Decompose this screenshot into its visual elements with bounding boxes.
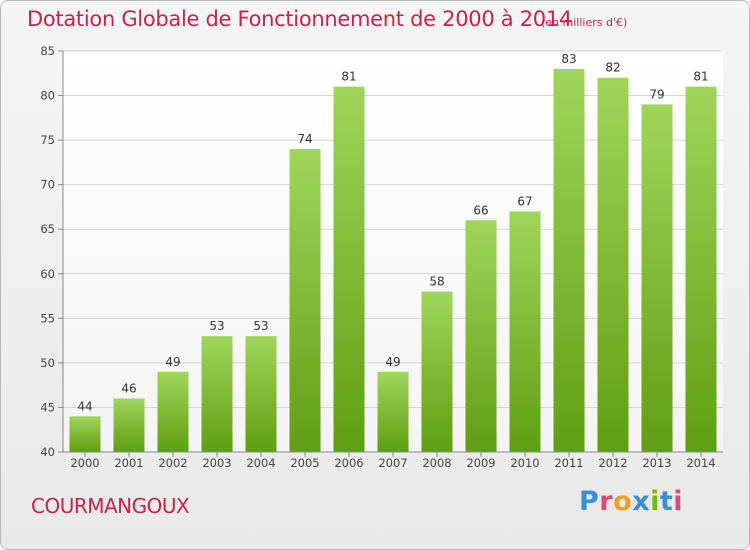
- bar-2003: [201, 336, 233, 452]
- x-tick-label: 2010: [510, 456, 539, 470]
- x-tick-label: 2006: [334, 456, 363, 470]
- data-label-2009: 66: [473, 203, 488, 217]
- x-tick-label: 2001: [114, 456, 143, 470]
- x-tick-label: 2000: [70, 456, 99, 470]
- bar-2011: [553, 68, 585, 453]
- data-label-2014: 81: [693, 70, 708, 84]
- x-tick-label: 2007: [378, 456, 407, 470]
- bar-2000: [69, 416, 101, 452]
- data-label-2011: 83: [561, 52, 576, 66]
- data-label-2008: 58: [429, 275, 444, 289]
- data-label-2010: 67: [517, 194, 532, 208]
- bar-2001: [113, 398, 145, 452]
- y-tick-label: 85: [40, 44, 55, 58]
- data-label-2012: 82: [605, 61, 620, 75]
- logo-letter: i: [650, 486, 660, 517]
- x-tick-label: 2003: [202, 456, 231, 470]
- data-label-2007: 49: [385, 355, 400, 369]
- y-tick-label: 70: [40, 178, 55, 192]
- bar-2005: [289, 149, 321, 452]
- x-tick-label: 2002: [158, 456, 187, 470]
- data-label-2001: 46: [121, 382, 136, 396]
- bar-2009: [465, 220, 497, 452]
- x-tick-label: 2012: [598, 456, 627, 470]
- y-tick-label: 65: [40, 222, 55, 236]
- y-tick-label: 55: [40, 311, 55, 325]
- bar-2013: [641, 104, 673, 452]
- x-tick-label: 2013: [642, 456, 671, 470]
- logo-letter: r: [599, 486, 614, 517]
- bar-2012: [597, 77, 629, 452]
- y-tick-label: 50: [40, 356, 55, 370]
- chart-unit-note: (en milliers d'€): [541, 16, 628, 29]
- x-tick-label: 2009: [466, 456, 495, 470]
- y-tick-label: 60: [40, 267, 55, 281]
- logo-letter: o: [613, 486, 633, 517]
- y-tick-label: 75: [40, 133, 55, 147]
- bar-2006: [333, 86, 365, 453]
- bar-2010: [509, 211, 541, 452]
- logo-letter: P: [579, 486, 600, 517]
- logo-letter: i: [673, 486, 684, 517]
- data-label-2003: 53: [209, 319, 224, 333]
- x-tick-label: 2014: [686, 456, 715, 470]
- logo-letter: t: [659, 486, 674, 517]
- bar-2014: [685, 86, 717, 453]
- x-tick-label: 2011: [554, 456, 583, 470]
- x-tick-label: 2008: [422, 456, 451, 470]
- commune-name: COURMANGOUX: [31, 494, 190, 518]
- bar-2007: [377, 371, 409, 452]
- bar-2002: [157, 371, 189, 452]
- bar-2004: [245, 336, 277, 452]
- data-label-2013: 79: [649, 87, 664, 101]
- bar-2008: [421, 291, 453, 452]
- data-label-2002: 49: [165, 355, 180, 369]
- data-label-2005: 74: [297, 132, 312, 146]
- data-label-2000: 44: [77, 399, 92, 413]
- x-tick-label: 2005: [290, 456, 319, 470]
- logo-letter: x: [632, 486, 651, 517]
- data-label-2006: 81: [341, 70, 356, 84]
- y-tick-label: 45: [40, 400, 55, 414]
- y-tick-label: 40: [40, 445, 55, 459]
- proxiti-logo[interactable]: Proxiti: [579, 486, 683, 517]
- y-tick-label: 80: [40, 89, 55, 103]
- x-tick-label: 2004: [246, 456, 275, 470]
- chart-title: Dotation Globale de Fonctionnement de 20…: [27, 7, 572, 31]
- data-label-2004: 53: [253, 319, 268, 333]
